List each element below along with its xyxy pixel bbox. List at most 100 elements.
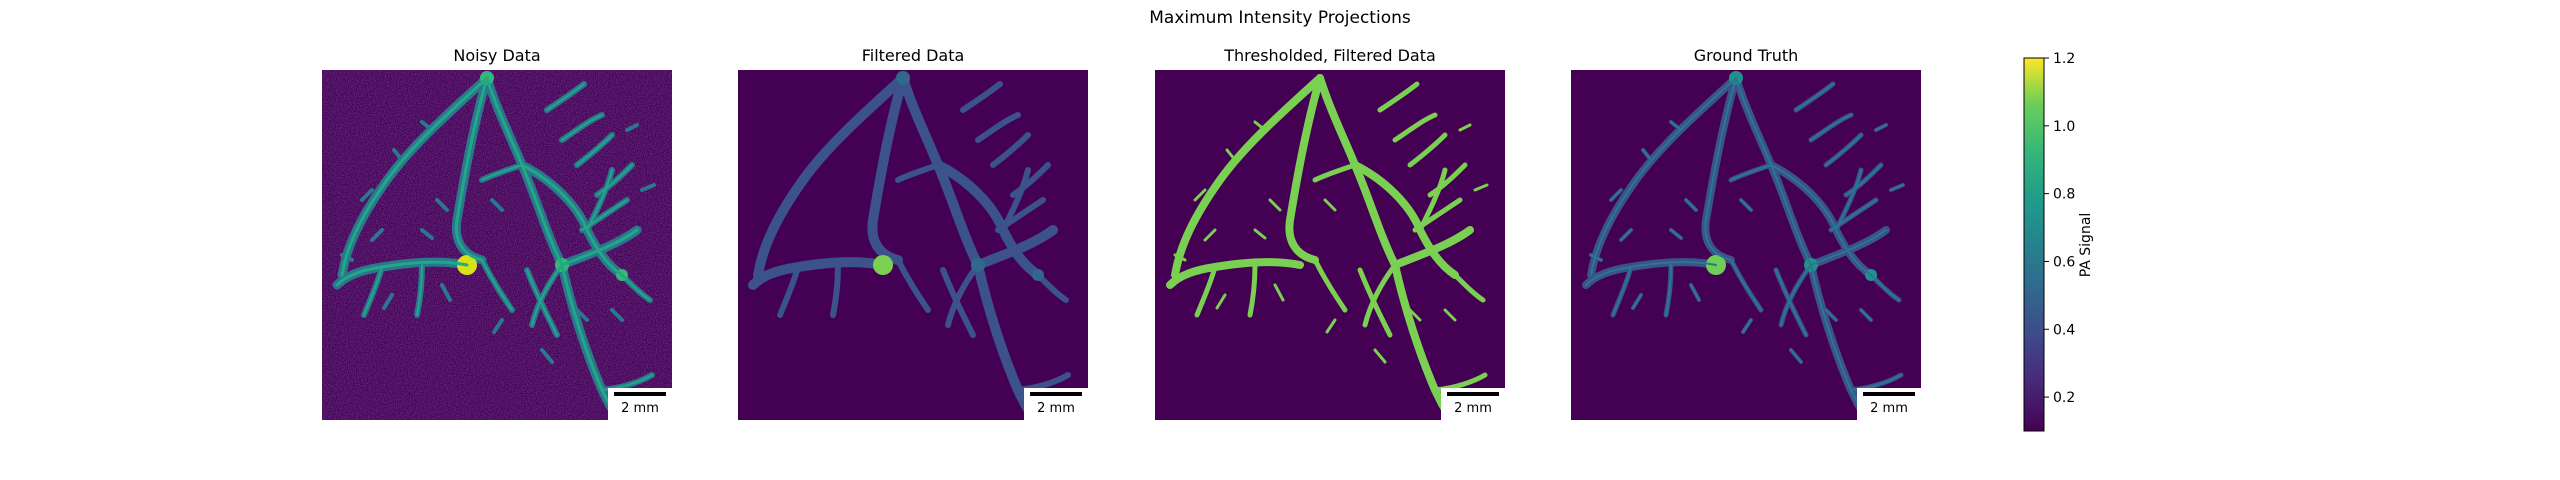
vessel-segment [490, 198, 504, 212]
vessel-segment [1740, 199, 1752, 211]
colorbar-label: PA Signal [2078, 213, 2094, 278]
vessel-segment [1835, 169, 1862, 231]
vessel-segment [1685, 199, 1697, 211]
vessel-segment [1620, 229, 1632, 241]
vessel-segment [1312, 257, 1348, 313]
vessel-segment [481, 259, 513, 311]
vessel-segment [1408, 308, 1422, 322]
vessel-segment [895, 257, 931, 313]
panel-1: Noisy Data 2 mm [322, 46, 672, 420]
vessel-segment [526, 269, 558, 336]
vessel-segment [973, 225, 1058, 270]
vessel-segment [1850, 374, 1902, 391]
vessel-segment [1452, 272, 1486, 303]
vessel-segment [1810, 114, 1852, 141]
vessel-segment [560, 228, 639, 267]
vessel-segment [561, 114, 603, 141]
vessel-segment [1443, 308, 1457, 322]
vessel-segment [1273, 283, 1285, 302]
scalebar: 2 mm [1857, 388, 1921, 420]
vessel-segment [625, 123, 639, 132]
vessel-segment [975, 112, 1021, 143]
colorbar-tick-label: 1.0 [2053, 119, 2075, 135]
vessel-segment [1417, 167, 1448, 233]
panel-4: Ground Truth 2 mm [1571, 46, 1921, 420]
vessel-segment [596, 164, 633, 196]
vessel-segment [540, 348, 554, 364]
vessel-segment [435, 198, 449, 212]
vessel-segment [1670, 229, 1682, 239]
scalebar: 2 mm [608, 388, 672, 420]
colorbar-gradient [2023, 57, 2045, 432]
scalebar-label: 2 mm [1037, 401, 1075, 416]
vessel-segment [960, 81, 1003, 113]
vessel-segment [1173, 253, 1187, 262]
vessel-segment [576, 134, 613, 166]
vessel-segment [1590, 77, 1737, 276]
vessel-segment [1632, 294, 1642, 309]
panel-2: Filtered Data 2 mm [738, 46, 1088, 420]
vessel-segment [1730, 259, 1762, 311]
vessel-segment [440, 283, 452, 302]
vessel-segment [586, 169, 613, 231]
vessel-segment [621, 274, 651, 301]
vessel-segment [753, 73, 908, 280]
vessel-segment [1253, 228, 1267, 240]
vessel-segment [1795, 83, 1834, 111]
vessel-segment [382, 293, 394, 310]
vessel-segment [867, 73, 908, 265]
vessel-segment [1690, 284, 1700, 301]
vessel-segment [1432, 372, 1488, 393]
scalebar: 2 mm [1024, 388, 1088, 420]
panel-image [322, 70, 672, 420]
vessel-segment [601, 374, 653, 391]
vessel-segment [1203, 228, 1217, 242]
vessel-segment [1890, 184, 1904, 191]
vessel-segment [1357, 267, 1393, 338]
vessel-segment [640, 183, 656, 192]
vessel-segment [581, 199, 628, 231]
panel-image [1571, 70, 1921, 420]
vessel-segment [1642, 149, 1652, 161]
vessel-segment [575, 308, 589, 322]
vessel-hotspot [896, 71, 910, 85]
vessel-segment [363, 266, 383, 316]
vessel-segment [1473, 183, 1489, 192]
vessel-segment [340, 76, 489, 277]
vessel-hotspot [971, 258, 985, 272]
vessel-segment [1790, 349, 1802, 363]
vessel-segment [1612, 266, 1632, 316]
panel-title: Ground Truth [1694, 46, 1799, 65]
vessel-segment [1312, 162, 1358, 183]
vessel-hotspot [1032, 269, 1044, 281]
vessel-segment [1780, 264, 1812, 326]
vessel-segment [1775, 269, 1807, 336]
panel-image [1155, 70, 1505, 420]
vessel-segment [1377, 81, 1420, 113]
vessel-segment [1225, 148, 1237, 162]
vessel-segment [1810, 229, 1887, 266]
vessel-segment [360, 188, 374, 202]
vessel-segment [1742, 319, 1752, 333]
scalebar-line [614, 392, 666, 396]
vessel-segment [1825, 134, 1862, 166]
vessel-segment [777, 264, 801, 318]
vessel-segment [1194, 264, 1218, 318]
vessel-segment [1010, 162, 1051, 198]
vessel-segment [416, 264, 423, 316]
vessel-segment [1247, 262, 1258, 318]
vessel-segment [1373, 348, 1387, 364]
vessel-segment [1268, 198, 1282, 212]
scalebar-label: 2 mm [621, 401, 659, 416]
vessel-segment [1730, 164, 1772, 181]
colorbar-tick-label: 0.2 [2053, 390, 2075, 406]
vessel-segment [1015, 372, 1071, 393]
vessel-segment [1171, 74, 1324, 279]
vessel-segment [1590, 254, 1602, 261]
vessel-segment [1610, 189, 1622, 201]
scalebar-line [1447, 392, 1499, 396]
vessel-hotspot [873, 255, 893, 275]
colorbar: 0.2 0.4 0.6 0.8 1.0 1.2 PA Signal [2023, 51, 2094, 432]
vessel-segment [454, 76, 489, 262]
